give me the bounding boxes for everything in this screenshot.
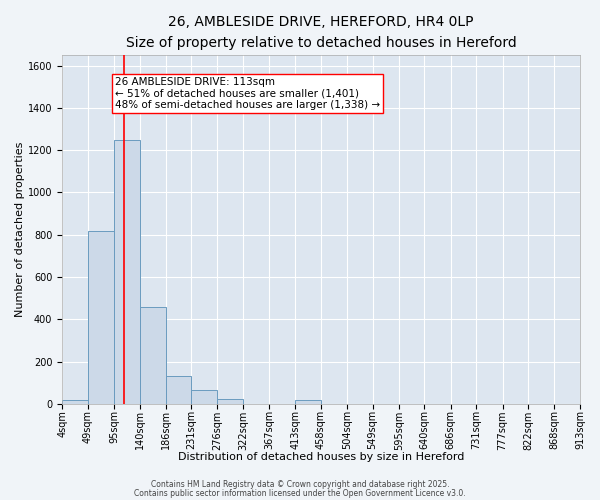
Bar [191,390,217,404]
Bar [166,376,191,404]
Text: 26 AMBLESIDE DRIVE: 113sqm
← 51% of detached houses are smaller (1,401)
48% of s: 26 AMBLESIDE DRIVE: 113sqm ← 51% of deta… [115,77,380,110]
Text: Contains public sector information licensed under the Open Government Licence v3: Contains public sector information licen… [134,488,466,498]
Text: Contains HM Land Registry data © Crown copyright and database right 2025.: Contains HM Land Registry data © Crown c… [151,480,449,489]
Bar [62,400,88,404]
Bar [217,400,243,404]
Bar [140,306,166,404]
Bar [295,400,321,404]
X-axis label: Distribution of detached houses by size in Hereford: Distribution of detached houses by size … [178,452,464,462]
Bar [88,230,114,404]
Bar [114,140,140,404]
Title: 26, AMBLESIDE DRIVE, HEREFORD, HR4 0LP
Size of property relative to detached hou: 26, AMBLESIDE DRIVE, HEREFORD, HR4 0LP S… [125,15,517,50]
Y-axis label: Number of detached properties: Number of detached properties [15,142,25,317]
